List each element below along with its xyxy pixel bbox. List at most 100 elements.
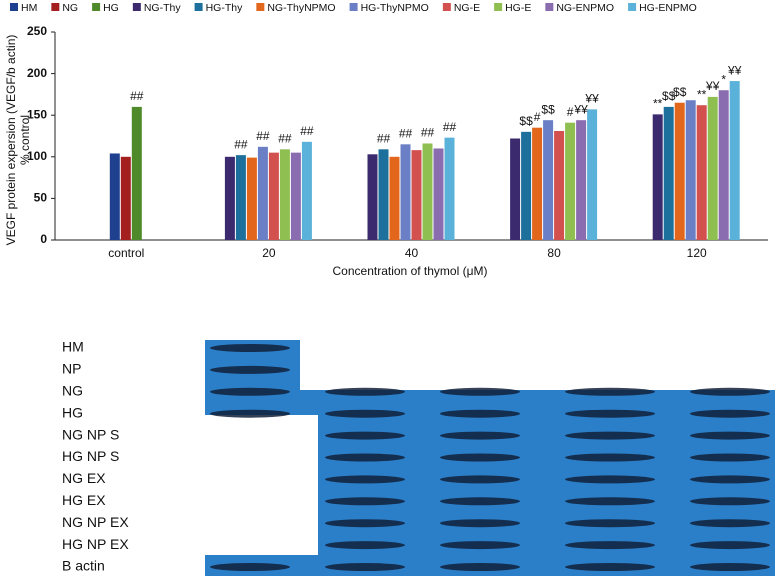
blot-label: NG NP S (62, 426, 119, 442)
significance-mark: # (534, 110, 541, 124)
blot-band (440, 387, 520, 396)
y-tick-label: 200 (27, 66, 47, 80)
bar (235, 155, 246, 240)
significance-mark: $$ (673, 85, 687, 99)
blot-label: HG EX (62, 492, 106, 508)
blot-band (210, 563, 290, 571)
bar (696, 105, 707, 240)
blot-label: NG NP EX (62, 514, 129, 530)
bar (565, 122, 576, 240)
x-axis-title: Concentration of thymol (μM) (333, 264, 488, 278)
significance-mark: ## (234, 137, 248, 151)
significance-mark: ¥¥ (727, 63, 742, 77)
blot-band (690, 431, 770, 440)
y-axis-title: % control (18, 115, 32, 165)
bar (400, 144, 411, 240)
bar (378, 149, 389, 240)
x-tick-label: 120 (687, 246, 707, 260)
bar (532, 127, 543, 240)
bar (422, 143, 433, 240)
bar (224, 156, 235, 240)
blot-band (565, 453, 655, 462)
blot-band (565, 431, 655, 440)
blot-label: NG EX (62, 470, 106, 486)
significance-mark: ** (653, 97, 663, 111)
significance-mark: ## (256, 129, 270, 143)
bar (510, 138, 521, 240)
significance-mark: $$ (662, 89, 676, 103)
blot-band (325, 409, 405, 418)
y-tick-label: 100 (27, 149, 47, 163)
significance-mark: $$ (519, 114, 533, 128)
legend-label: NG-ThyNPMO (267, 2, 335, 14)
bar (554, 131, 565, 240)
blot-label: B actin (62, 558, 105, 574)
legend-swatch (349, 3, 358, 11)
bar (685, 100, 696, 240)
y-axis-title: VEGF protein expersion (VEGF/b actin) (4, 35, 18, 246)
blot-band (440, 541, 520, 550)
legend-label: HG-Thy (206, 2, 244, 14)
legend-label: NG-Thy (144, 2, 182, 14)
bar (587, 109, 598, 240)
significance-mark: ¥¥ (705, 79, 720, 93)
blot-band (690, 519, 770, 528)
blot-band (690, 497, 770, 506)
bar (707, 96, 718, 241)
legend-swatch (256, 3, 265, 11)
x-tick-label: control (108, 246, 144, 260)
blot-band (565, 541, 655, 550)
blot-label: HG NP EX (62, 536, 129, 552)
significance-mark: # (567, 105, 574, 119)
blot-band (325, 497, 405, 506)
bar (120, 156, 131, 240)
significance-mark: ## (278, 131, 292, 145)
blot-band (325, 453, 405, 462)
bar (257, 146, 268, 240)
y-tick-label: 250 (27, 24, 47, 38)
blot-band (690, 387, 770, 396)
bar (444, 137, 455, 240)
blot-band (690, 541, 770, 550)
bar (389, 156, 400, 240)
blot-band (690, 475, 770, 484)
x-tick-label: 80 (547, 246, 561, 260)
x-tick-label: 20 (262, 246, 276, 260)
significance-mark: ## (300, 124, 314, 138)
y-tick-label: 50 (34, 191, 48, 205)
significance-mark: * (721, 72, 726, 86)
blot-band (325, 541, 405, 550)
legend-swatch (194, 3, 203, 11)
legend-label: NG-ENPMO (556, 2, 614, 14)
bar (718, 90, 729, 241)
legend-swatch (545, 3, 554, 11)
bar (246, 157, 257, 240)
legend-swatch (494, 3, 503, 11)
blot-band (210, 387, 290, 396)
bar (543, 120, 554, 240)
blot-band (565, 563, 655, 571)
blot-band (325, 519, 405, 528)
blot-band (325, 475, 405, 484)
bar (433, 148, 444, 240)
blot-label: NP (62, 361, 81, 377)
bar (268, 152, 279, 240)
legend-label: HG-ENPMO (639, 2, 697, 14)
bar (411, 150, 422, 240)
legend-swatch (51, 3, 60, 11)
blot-label: HG (62, 404, 83, 420)
blot-band (565, 519, 655, 528)
legend-swatch (628, 3, 637, 11)
blot-band (690, 563, 770, 571)
y-tick-label: 0 (40, 232, 47, 246)
bar (521, 131, 532, 240)
blot-band (440, 519, 520, 528)
blot-band (210, 365, 290, 374)
legend-label: HG-E (505, 2, 531, 14)
blot-blank (205, 415, 318, 555)
legend-label: NG (62, 2, 78, 14)
bar (367, 154, 378, 240)
bar (290, 152, 301, 240)
significance-mark: ** (697, 87, 707, 101)
significance-mark: $$ (541, 102, 555, 116)
